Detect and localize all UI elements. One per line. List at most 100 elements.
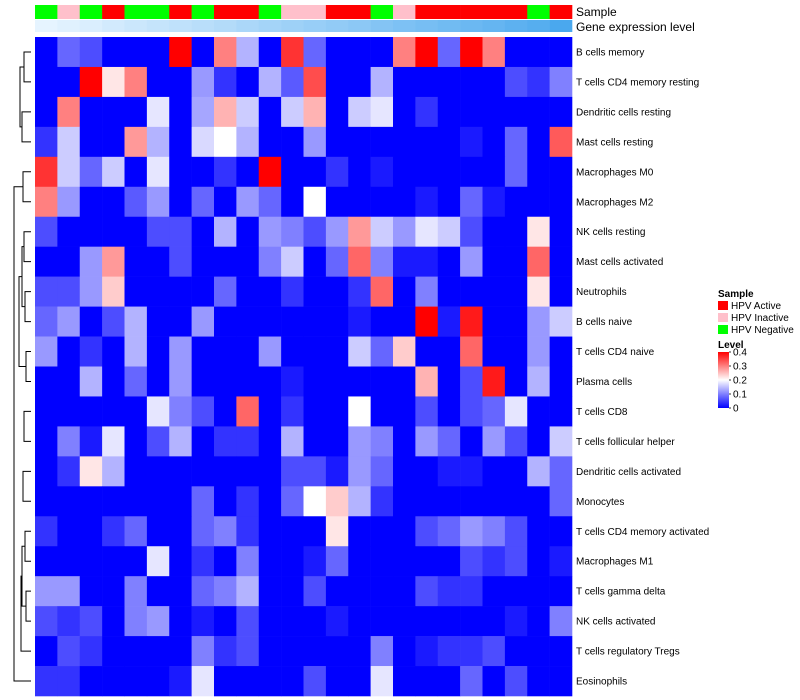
heatmap-cell <box>549 66 573 98</box>
heatmap-cell <box>549 246 573 277</box>
heatmap-cell <box>236 126 260 158</box>
heatmap-cell <box>35 96 58 128</box>
heatmap-cell <box>258 366 282 397</box>
heatmap-cell <box>549 426 573 457</box>
heatmap-cell <box>35 516 58 547</box>
heatmap-cell <box>370 666 394 697</box>
sample-cell <box>504 5 528 19</box>
heatmap-cell <box>102 276 125 307</box>
heatmap-cell <box>57 636 81 667</box>
heatmap-cell <box>527 276 550 307</box>
heatmap-cell <box>325 366 349 397</box>
heatmap-cell <box>303 516 327 547</box>
heatmap-cell <box>57 276 81 307</box>
heatmap-cell <box>393 666 416 697</box>
row-label-plasma-cells: Plasma cells <box>576 377 632 388</box>
heatmap-cell <box>169 516 192 547</box>
dendrogram-branch <box>23 410 31 442</box>
heatmap-cell <box>79 396 103 427</box>
heatmap-cell <box>348 546 371 577</box>
heatmap-cell <box>35 276 58 307</box>
legend-swatch-hpv-negative <box>718 325 728 334</box>
row-labels: B cells memory T cells CD4 memory resting… <box>576 47 709 687</box>
heatmap-cell <box>325 126 349 158</box>
heatmap-cell <box>236 336 260 367</box>
heatmap-cell <box>169 186 192 218</box>
heatmap-cell <box>370 516 394 547</box>
heatmap-cell <box>258 516 282 547</box>
level-tick-label: 0.3 <box>733 362 747 373</box>
heatmap-cell <box>348 126 371 158</box>
heatmap-cell <box>258 576 282 607</box>
level-ticks: 0.4 0.3 0.2 0.1 0 <box>729 348 747 415</box>
heatmap-cell <box>236 37 260 68</box>
sample-cell <box>124 5 148 19</box>
heatmap-cell <box>146 486 170 517</box>
heatmap-cell <box>35 216 58 247</box>
heatmap-cell <box>415 246 439 277</box>
heatmap-cell <box>258 636 282 667</box>
heatmap-cell <box>504 456 528 487</box>
heatmap-cell <box>169 606 192 637</box>
heatmap-cell <box>325 246 349 277</box>
heatmap-cell <box>236 246 260 277</box>
heatmap-cell <box>393 606 416 637</box>
heatmap-cell <box>102 66 125 98</box>
heatmap-cell <box>214 576 237 607</box>
heatmap-cell <box>348 456 371 487</box>
heatmap-cell <box>169 336 192 367</box>
heatmap-cell <box>169 546 192 577</box>
heatmap-cell <box>527 546 550 577</box>
heatmap-cell <box>348 186 371 218</box>
row-label-mast-cells-activated: Mast cells activated <box>576 257 663 268</box>
legend-label-hpv-inactive: HPV Inactive <box>731 313 789 324</box>
heatmap-cell <box>258 486 282 517</box>
heatmap-cell <box>370 246 394 277</box>
heatmap-cell <box>57 336 81 367</box>
heatmap-cell <box>124 126 148 158</box>
heatmap-cell <box>191 216 215 247</box>
heatmap-cell <box>549 216 573 247</box>
dendrogram-branch <box>22 171 31 203</box>
heatmap-cell <box>281 366 304 397</box>
expression-cell <box>370 20 394 32</box>
heatmap-cell <box>482 666 506 697</box>
heatmap-cell <box>146 37 170 68</box>
heatmap-cell <box>325 276 349 307</box>
heatmap-cell <box>415 66 439 98</box>
heatmap-cell <box>370 306 394 337</box>
heatmap-cell <box>236 156 260 188</box>
sample-cell <box>460 5 483 19</box>
heatmap-cell <box>482 306 506 337</box>
heatmap-cell <box>482 126 506 158</box>
heatmap-cell <box>124 366 148 397</box>
heatmap-cell <box>102 336 125 367</box>
heatmap-cell <box>169 426 192 457</box>
heatmap-cell <box>370 156 394 188</box>
heatmap-cell <box>191 366 215 397</box>
heatmap-cell <box>370 546 394 577</box>
expression-cell <box>437 20 461 32</box>
expression-cell <box>348 20 371 32</box>
sample-legend-title: Sample <box>718 289 754 300</box>
heatmap-cell <box>35 606 58 637</box>
heatmap-cell <box>79 126 103 158</box>
heatmap-cell <box>191 576 215 607</box>
heatmap-cell <box>281 216 304 247</box>
heatmap-cell <box>169 276 192 307</box>
heatmap-cell <box>348 156 371 188</box>
heatmap-cell <box>348 66 371 98</box>
heatmap-cell <box>258 96 282 128</box>
heatmap-cell <box>124 666 148 697</box>
dendrogram-branch <box>22 470 31 502</box>
heatmap-cell <box>258 156 282 188</box>
heatmap-cell <box>102 546 125 577</box>
heatmap-cell <box>169 456 192 487</box>
heatmap-cell <box>102 37 125 68</box>
heatmap-cell <box>504 306 528 337</box>
heatmap-cell <box>460 636 483 667</box>
heatmap-cell <box>437 456 461 487</box>
heatmap-cell <box>35 636 58 667</box>
heatmap-cell <box>460 666 483 697</box>
